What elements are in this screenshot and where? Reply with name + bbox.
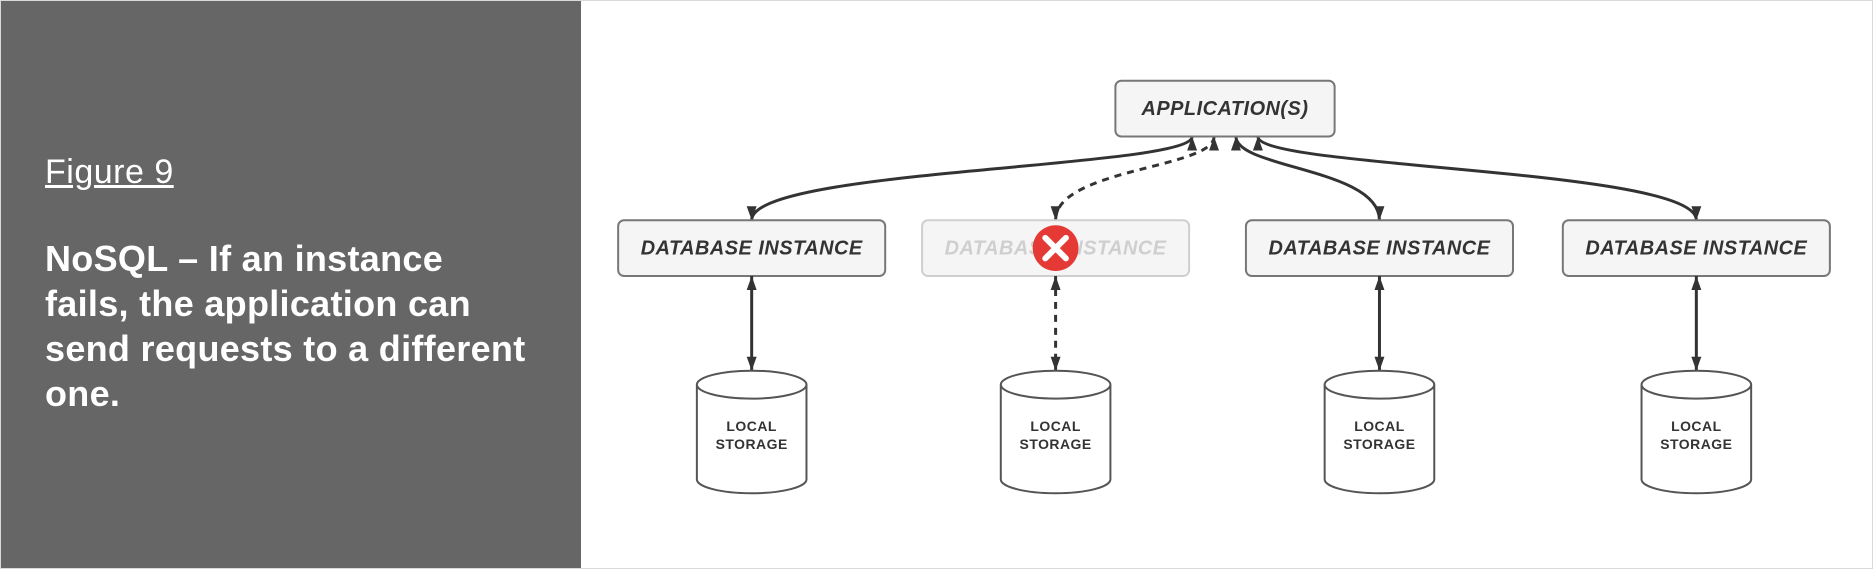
arrow-head-icon [1374,206,1384,220]
local-storage-label: LOCAL [1030,418,1081,434]
database-instance-label: DATABASE INSTANCE [641,237,863,259]
figure-container: Figure 9 NoSQL – If an instance fails, t… [0,0,1873,569]
arrow-head-icon [1374,357,1384,371]
local-storage-cylinder-top [1001,371,1111,399]
database-instance-label: DATABASE INSTANCE [1269,237,1491,259]
local-storage-label: STORAGE [716,436,788,452]
arrow-head-icon [1187,137,1197,151]
arrow-head-icon [1051,206,1061,220]
arrow-head-icon [1374,276,1384,290]
local-storage-label: STORAGE [1020,436,1092,452]
local-storage-label: LOCAL [1354,418,1405,434]
figure-number-link[interactable]: Figure 9 [45,153,537,192]
local-storage-cylinder-top [697,371,807,399]
diagram-panel: APPLICATION(S) DATABASE INSTANCE DATABASE … [581,1,1872,568]
local-storage-label: STORAGE [1660,436,1732,452]
figure-caption: NoSQL – If an instance fails, the applic… [45,236,537,416]
arrow-head-icon [1209,137,1219,151]
local-storage-label: LOCAL [1671,418,1722,434]
caption-panel: Figure 9 NoSQL – If an instance fails, t… [1,1,581,568]
arrow-head-icon [1051,276,1061,290]
database-instance-label: DATABASE INSTANCE [1585,237,1807,259]
connector-app-db [752,137,1192,221]
local-storage-label: LOCAL [726,418,777,434]
local-storage-cylinder-top [1642,371,1752,399]
local-storage-cylinder-top [1325,371,1435,399]
connector-app-db [1258,137,1696,221]
arrow-head-icon [1253,137,1263,151]
arrow-head-icon [747,276,757,290]
arrow-head-icon [1051,357,1061,371]
local-storage-label: STORAGE [1343,436,1415,452]
arrow-head-icon [747,357,757,371]
arrow-head-icon [1691,357,1701,371]
architecture-diagram: APPLICATION(S) DATABASE INSTANCE DATABASE … [581,1,1872,568]
application-node-label: APPLICATION(S) [1141,98,1309,120]
arrow-head-icon [1691,276,1701,290]
